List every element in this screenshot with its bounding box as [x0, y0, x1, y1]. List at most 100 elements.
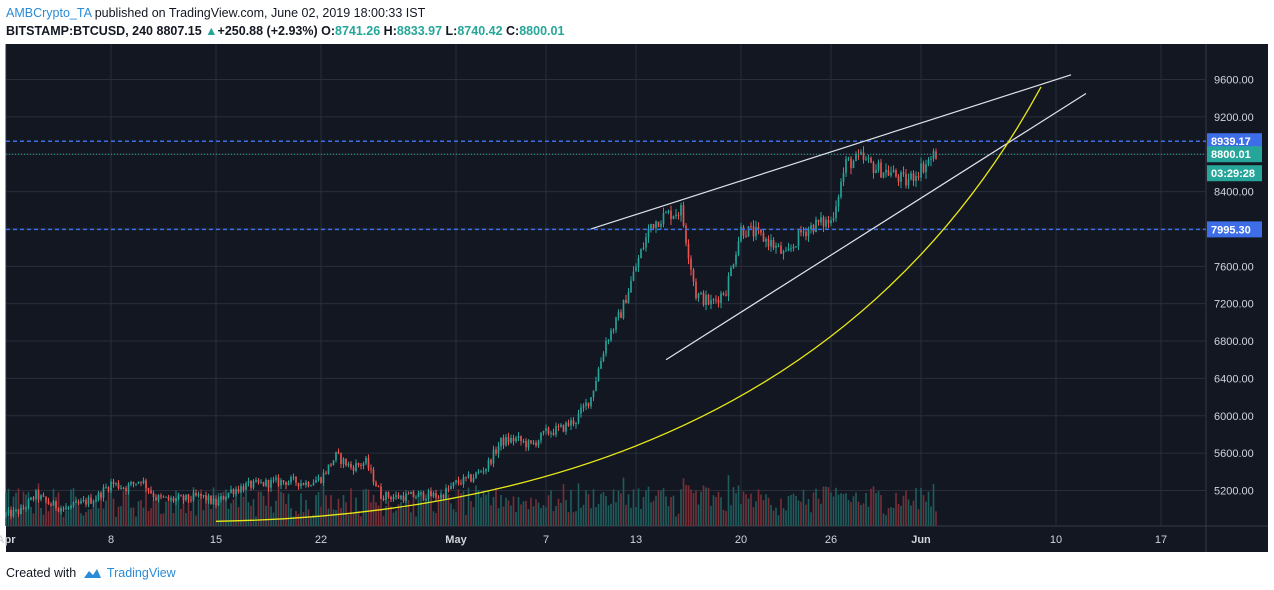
volume-bar — [870, 488, 872, 526]
volume-bar — [762, 500, 765, 526]
candle-body — [637, 258, 640, 267]
candle-body — [520, 436, 522, 442]
candle-body — [437, 497, 440, 499]
candle-body — [172, 498, 175, 502]
volume-bar — [572, 512, 575, 526]
volume-bar — [525, 500, 527, 526]
tradingview-link[interactable]: TradingView — [106, 566, 176, 580]
candle-body — [652, 224, 655, 229]
volume-bar — [35, 502, 37, 526]
volume-bar — [432, 511, 435, 526]
candle-body — [510, 437, 512, 443]
candle-body — [547, 428, 550, 434]
candle-body — [780, 245, 782, 254]
volume-bar — [55, 497, 57, 526]
candle-body — [530, 440, 532, 444]
volume-bar — [285, 504, 287, 526]
author-link[interactable]: AMBCrypto_TA — [6, 6, 92, 20]
candle-body — [322, 472, 325, 484]
volume-bar — [682, 478, 685, 526]
volume-bar — [192, 487, 195, 526]
volume-bar — [765, 494, 767, 526]
upper-channel-line[interactable] — [590, 74, 1072, 230]
volume-bar — [127, 490, 130, 526]
candle-body — [800, 230, 802, 233]
candle-body — [907, 179, 910, 186]
candle-body — [222, 496, 225, 500]
volume-bar — [347, 515, 350, 526]
candle-body — [685, 225, 687, 244]
candle-body — [900, 172, 902, 182]
candle-body — [580, 407, 582, 414]
volume-bar — [645, 490, 647, 526]
candle-body — [627, 292, 630, 304]
volume-bar — [802, 489, 805, 526]
volume-bar — [747, 498, 750, 526]
candle-body — [147, 488, 150, 491]
candle-body — [480, 471, 482, 473]
candle-body — [562, 424, 565, 432]
price-chart[interactable]: 9600.009200.008800.008400.008000.007600.… — [0, 44, 1274, 554]
candle-body — [815, 219, 817, 233]
candle-body — [542, 431, 545, 433]
candle-body — [270, 479, 272, 488]
volume-bar — [610, 503, 612, 526]
candle-body — [160, 495, 162, 497]
volume-bar — [740, 504, 742, 526]
volume-bar — [452, 509, 455, 526]
volume-bar — [437, 496, 440, 526]
candle-body — [12, 510, 15, 517]
candle-body — [120, 487, 122, 489]
candle-body — [512, 437, 515, 442]
candle-body — [87, 497, 90, 505]
volume-bar — [200, 489, 202, 526]
volume-bar — [240, 491, 242, 526]
volume-bar — [362, 489, 365, 526]
candle-body — [80, 500, 82, 504]
volume-bar — [42, 514, 45, 526]
lower-channel-line[interactable] — [665, 93, 1087, 361]
candle-body — [242, 486, 245, 491]
volume-bar — [905, 490, 907, 526]
candle-body — [867, 158, 870, 160]
volume-bar — [635, 507, 637, 526]
candle-body — [107, 487, 110, 491]
candle-body — [190, 499, 192, 501]
volume-bar — [695, 490, 697, 526]
candle-body — [915, 176, 917, 182]
volume-bar — [197, 499, 200, 526]
candle-body — [230, 489, 232, 493]
parabolic-curve[interactable] — [215, 86, 1042, 522]
candle-body — [452, 482, 455, 487]
candle-body — [675, 214, 677, 216]
candle-body — [292, 476, 295, 478]
volume-bar — [922, 495, 925, 526]
volume-bar — [90, 509, 92, 526]
candle-body — [7, 509, 10, 514]
volume-bar — [172, 513, 175, 526]
candle-body — [787, 248, 790, 251]
symbol: BITSTAMP:BTCUSD — [6, 24, 126, 38]
candle-body — [607, 340, 610, 342]
x-tick-label: 15 — [210, 534, 222, 546]
candle-body — [412, 492, 415, 498]
volume-bar — [242, 496, 245, 526]
volume-bar — [280, 491, 282, 526]
candle-body — [837, 196, 840, 207]
candle-body — [10, 509, 12, 517]
volume-bar — [445, 484, 447, 526]
volume-bar — [667, 506, 670, 526]
volume-bar — [930, 506, 932, 526]
volume-bar — [5, 492, 7, 526]
candle-body — [140, 481, 142, 483]
volume-bar — [527, 509, 530, 526]
candle-body — [882, 172, 885, 178]
candle-body — [295, 476, 297, 483]
volume-bar — [795, 495, 797, 526]
volume-bar — [187, 499, 190, 526]
candle-body — [47, 500, 50, 504]
candle-body — [85, 499, 87, 505]
volume-bar — [665, 496, 667, 526]
volume-bar — [410, 512, 412, 526]
volume-bar — [170, 498, 172, 526]
